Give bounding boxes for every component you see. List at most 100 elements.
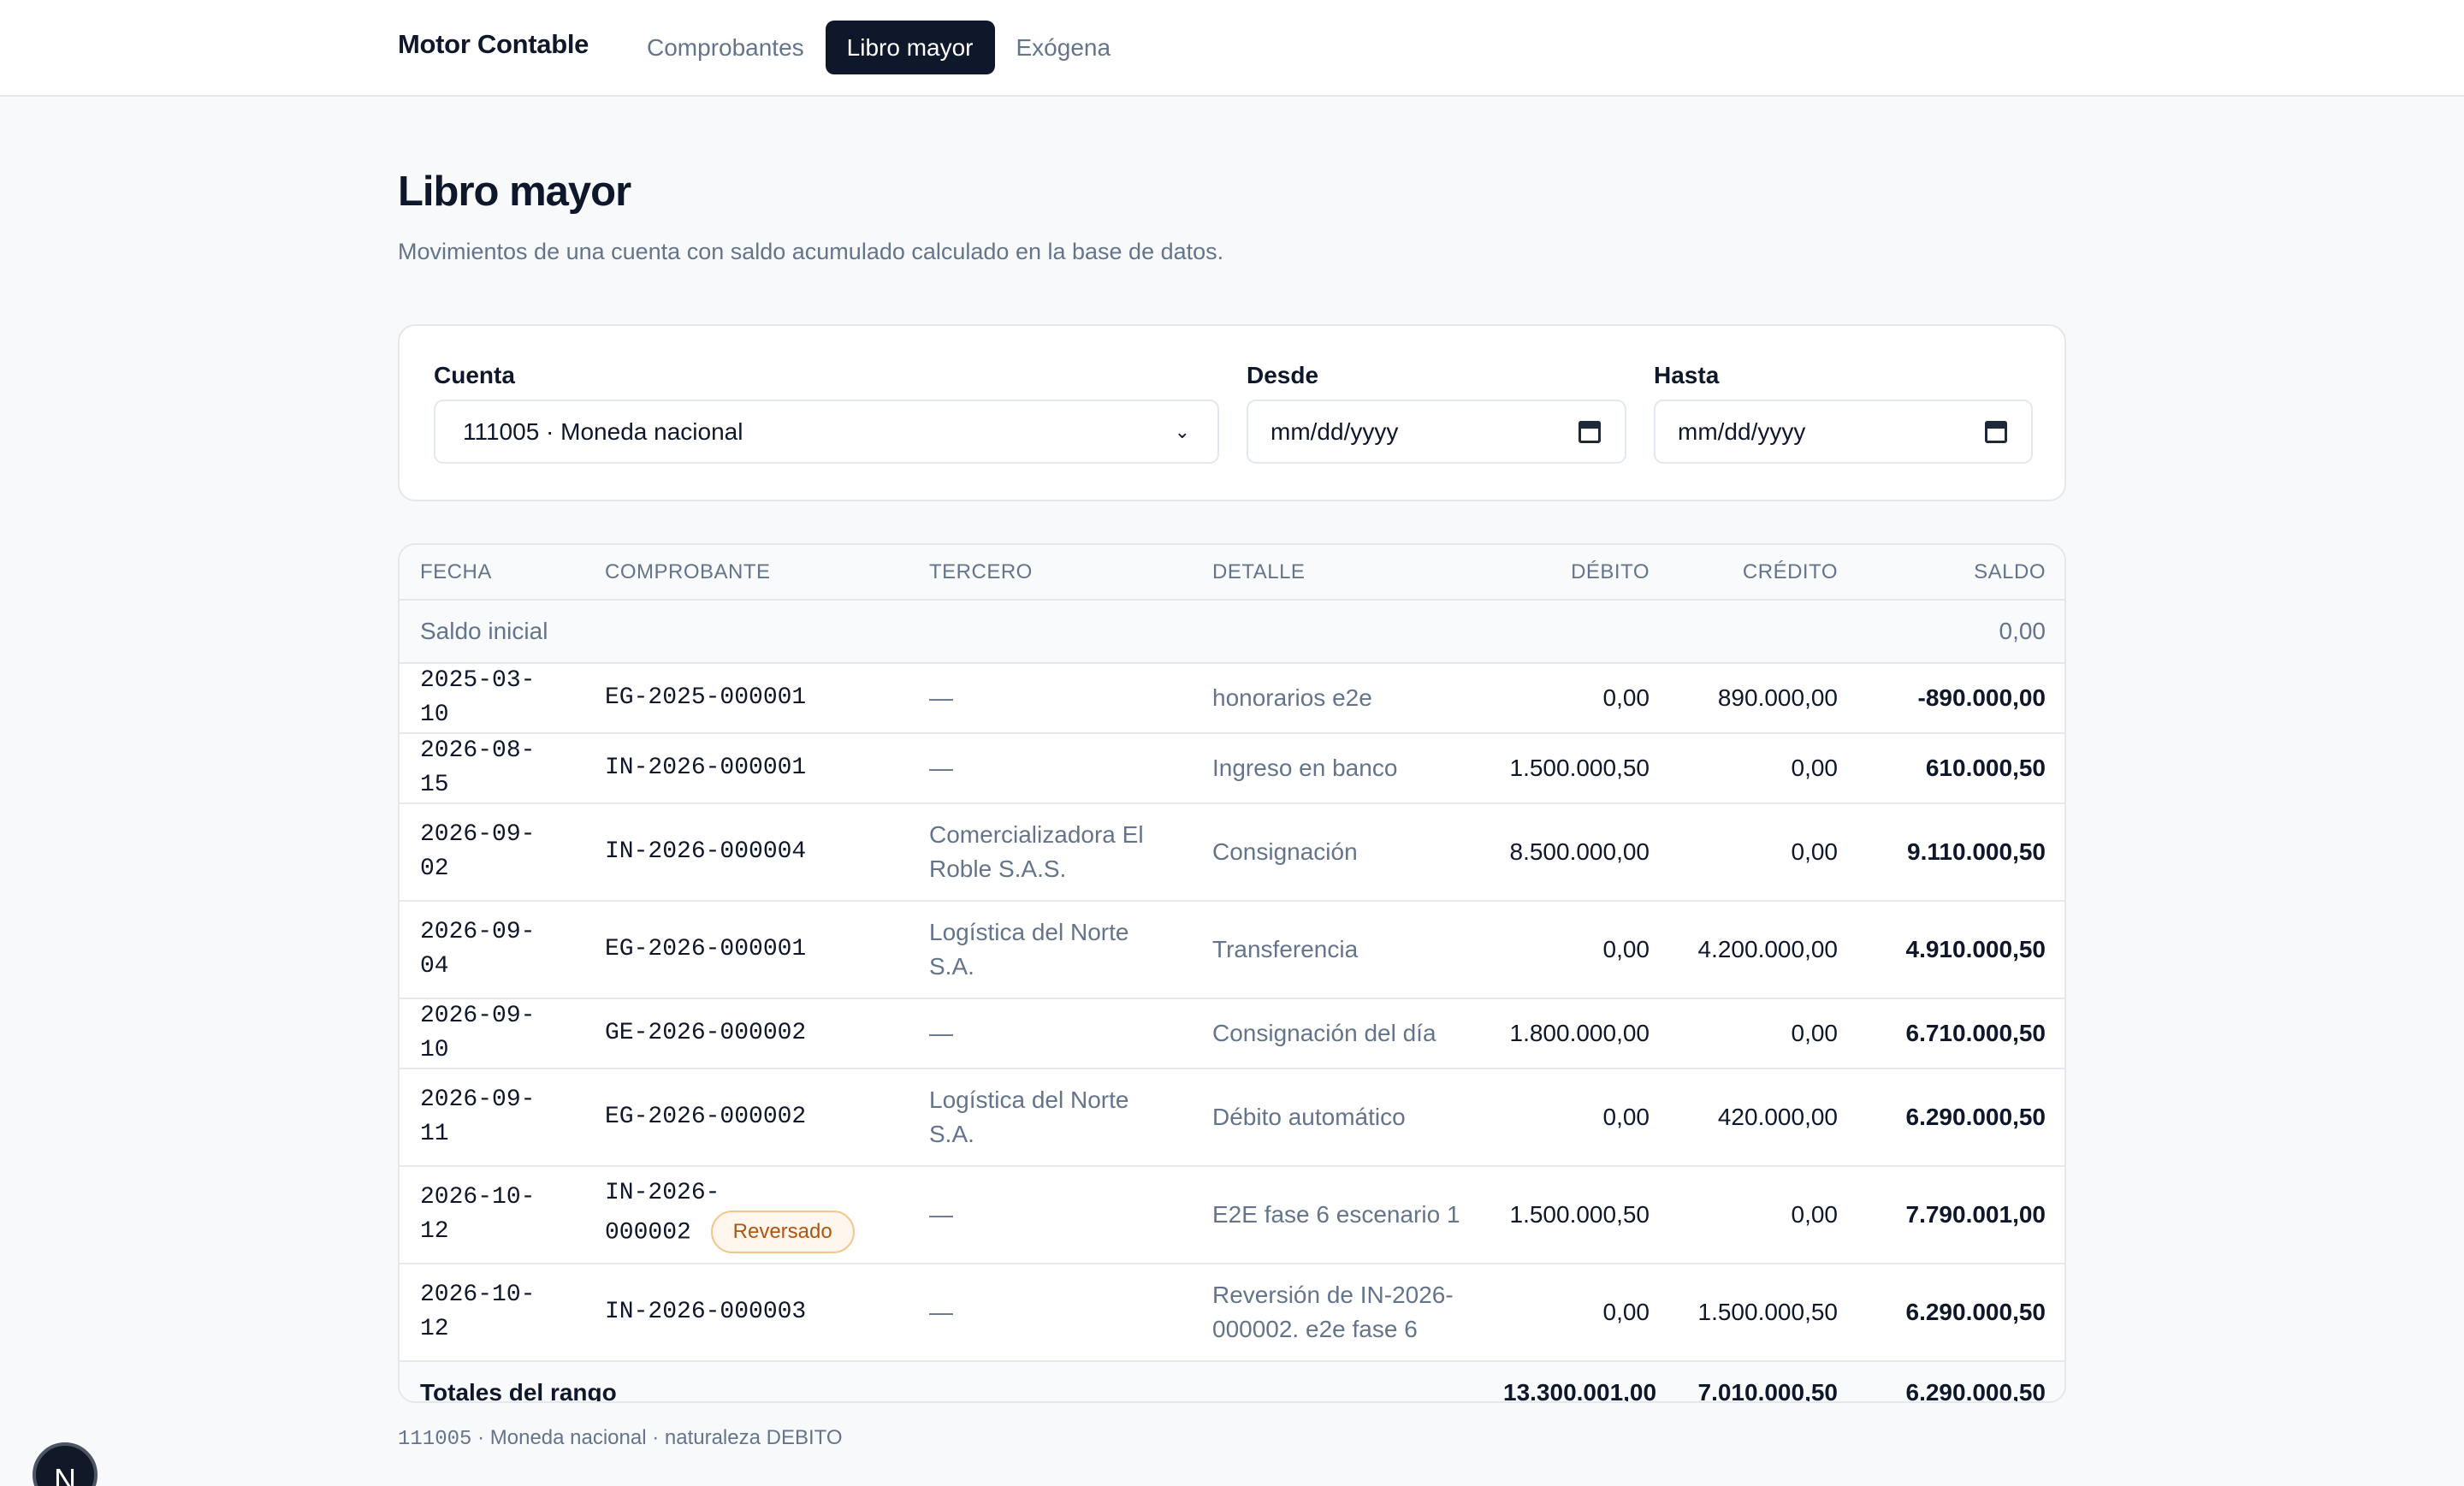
cell-balance: 9.110.000,50 <box>1858 803 2064 902</box>
cell-debit: 0,00 <box>1483 901 1670 999</box>
nav-exogena[interactable]: Exógena <box>1016 34 1111 61</box>
col-comprobante[interactable]: Comprobante <box>584 545 909 601</box>
cell-detail: Transferencia <box>1192 901 1483 999</box>
cell-balance: 4.910.000,50 <box>1858 901 2064 999</box>
cell-date: 2026-09-10 <box>400 998 584 1069</box>
cell-credit: 0,00 <box>1670 998 1858 1069</box>
cell-detail: Consignación del día <box>1192 998 1483 1069</box>
cell-voucher[interactable]: EG-2025-000001 <box>584 663 909 734</box>
filters-card: Cuenta 111005 · Moneda nacional ⌄ Desde … <box>398 324 2066 501</box>
account-footnote: 111005 · Moneda nacional · naturaleza DE… <box>398 1426 843 1451</box>
cell-voucher[interactable]: IN-2026-000003 <box>584 1264 909 1362</box>
cell-voucher[interactable]: EG-2026-000002 <box>584 1069 909 1167</box>
cell-voucher[interactable]: IN-2026- 000002 Reversado <box>584 1166 909 1264</box>
ledger-table: Fecha Comprobante Tercero Detalle Débito… <box>400 545 2064 1401</box>
cell-voucher[interactable]: EG-2026-000001 <box>584 901 909 999</box>
cell-date: 2026-09-11 <box>400 1069 584 1167</box>
cell-date: 2026-09-02 <box>400 803 584 902</box>
table-header-row: Fecha Comprobante Tercero Detalle Débito… <box>400 545 2064 601</box>
table-row[interactable]: 2026-09-04 EG-2026-000001 Logística del … <box>400 901 2064 999</box>
totals-credit: 7.010.000,50 <box>1670 1361 1858 1401</box>
brand-logo[interactable]: Motor Contable <box>398 29 589 59</box>
page-title: Libro mayor <box>398 169 631 215</box>
col-credito[interactable]: Crédito <box>1670 545 1858 601</box>
cell-credit: 420.000,00 <box>1670 1069 1858 1167</box>
col-saldo[interactable]: Saldo <box>1858 545 2064 601</box>
cell-balance: 6.290.000,50 <box>1858 1069 2064 1167</box>
cell-third: — <box>909 1264 1192 1362</box>
account-label: Cuenta <box>434 362 515 388</box>
ledger-table-card: Fecha Comprobante Tercero Detalle Débito… <box>398 543 2066 1403</box>
cell-credit: 0,00 <box>1670 803 1858 902</box>
to-date-label: Hasta <box>1654 362 1720 388</box>
cell-debit: 0,00 <box>1483 1264 1670 1362</box>
page-subtitle: Movimientos de una cuenta con saldo acum… <box>398 239 1224 264</box>
initial-balance-value: 0,00 <box>1858 600 2064 664</box>
cell-voucher[interactable]: IN-2026-000004 <box>584 803 909 902</box>
totals-balance: 6.290.000,50 <box>1858 1361 2064 1401</box>
voucher-part-2: 000002 <box>605 1219 691 1246</box>
cell-credit: 0,00 <box>1670 1166 1858 1264</box>
chevron-down-icon: ⌄ <box>1174 420 1190 442</box>
cell-date: 2026-10-12 <box>400 1264 584 1362</box>
cell-date: 2026-10-12 <box>400 1166 584 1264</box>
table-row[interactable]: 2025-03-10 EG-2025-000001 — honorarios e… <box>400 663 2064 734</box>
table-row[interactable]: 2026-09-11 EG-2026-000002 Logística del … <box>400 1069 2064 1167</box>
account-field: Cuenta 111005 · Moneda nacional ⌄ <box>434 362 1219 464</box>
cell-third: Logística del Norte S.A. <box>909 1069 1192 1167</box>
cell-third: — <box>909 1166 1192 1264</box>
to-date-input[interactable]: mm/dd/yyyy <box>1654 400 2033 464</box>
cell-debit: 1.500.000,50 <box>1483 1166 1670 1264</box>
cell-third: Logística del Norte S.A. <box>909 901 1192 999</box>
cell-balance: 610.000,50 <box>1858 733 2064 804</box>
dev-tools-badge[interactable]: N <box>33 1442 98 1486</box>
col-fecha[interactable]: Fecha <box>400 545 584 601</box>
col-detalle[interactable]: Detalle <box>1192 545 1483 601</box>
nav-libro-mayor[interactable]: Libro mayor <box>825 21 995 74</box>
table-row[interactable]: 2026-08-15 IN-2026-000001 — Ingreso en b… <box>400 733 2064 804</box>
nav-comprobantes[interactable]: Comprobantes <box>647 34 804 61</box>
cell-balance: -890.000,00 <box>1858 663 2064 734</box>
cell-third: — <box>909 663 1192 734</box>
cell-detail: E2E fase 6 escenario 1 <box>1192 1166 1483 1264</box>
cell-detail: Consignación <box>1192 803 1483 902</box>
cell-third: — <box>909 733 1192 804</box>
from-date-input[interactable]: mm/dd/yyyy <box>1247 400 1626 464</box>
table-row[interactable]: 2026-10-12 IN-2026-000003 — Reversión de… <box>400 1264 2064 1362</box>
reversed-badge: Reversado <box>710 1211 855 1253</box>
cell-voucher[interactable]: GE-2026-000002 <box>584 998 909 1069</box>
cell-date: 2025-03-10 <box>400 663 584 734</box>
initial-balance-label: Saldo inicial <box>400 600 1858 664</box>
to-date-value: mm/dd/yyyy <box>1678 417 1806 445</box>
main-nav: Comprobantes Libro mayor Exógena <box>629 21 1128 74</box>
table-row[interactable]: 2026-09-02 IN-2026-000004 Comercializado… <box>400 803 2064 902</box>
cell-balance: 6.290.000,50 <box>1858 1264 2064 1362</box>
cell-debit: 0,00 <box>1483 663 1670 734</box>
to-date-field: Hasta mm/dd/yyyy <box>1654 362 2033 464</box>
cell-debit: 1.800.000,00 <box>1483 998 1670 1069</box>
cell-voucher[interactable]: IN-2026-000001 <box>584 733 909 804</box>
col-tercero[interactable]: Tercero <box>909 545 1192 601</box>
table-row[interactable]: 2026-10-12 IN-2026- 000002 Reversado — E… <box>400 1166 2064 1264</box>
calendar-icon[interactable] <box>1985 420 2007 443</box>
from-date-value: mm/dd/yyyy <box>1270 417 1399 445</box>
account-select-value: 111005 · Moneda nacional <box>463 417 743 445</box>
account-select[interactable]: 111005 · Moneda nacional ⌄ <box>434 400 1219 464</box>
cell-credit: 890.000,00 <box>1670 663 1858 734</box>
cell-date: 2026-09-04 <box>400 901 584 999</box>
table-row[interactable]: 2026-09-10 GE-2026-000002 — Consignación… <box>400 998 2064 1069</box>
cell-balance: 6.710.000,50 <box>1858 998 2064 1069</box>
calendar-icon[interactable] <box>1578 420 1601 443</box>
cell-detail: Reversión de IN-2026-000002. e2e fase 6 <box>1192 1264 1483 1362</box>
account-code: 111005 <box>398 1428 472 1451</box>
totals-label: Totales del rango <box>400 1361 1483 1401</box>
totals-debit: 13.300.001,00 <box>1483 1361 1670 1401</box>
from-date-label: Desde <box>1247 362 1319 388</box>
cell-detail: Débito automático <box>1192 1069 1483 1167</box>
cell-debit: 8.500.000,00 <box>1483 803 1670 902</box>
top-navbar: Motor Contable Comprobantes Libro mayor … <box>0 0 2464 97</box>
voucher-part-1: IN-2026- <box>605 1180 720 1206</box>
cell-third: Comercializadora El Roble S.A.S. <box>909 803 1192 902</box>
cell-credit: 1.500.000,50 <box>1670 1264 1858 1362</box>
col-debito[interactable]: Débito <box>1483 545 1670 601</box>
